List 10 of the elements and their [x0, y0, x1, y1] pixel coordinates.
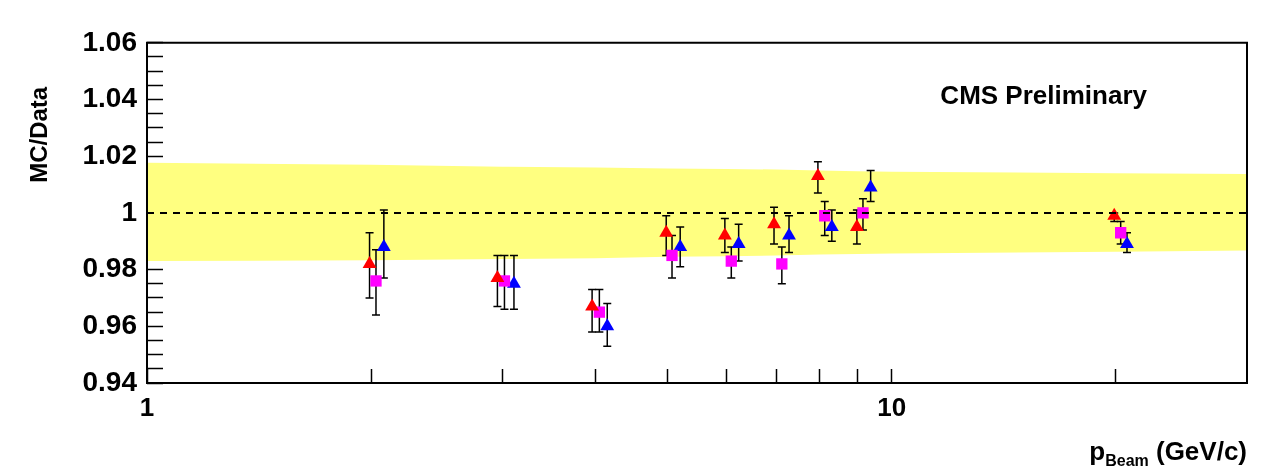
y-tick-label: 0.98 — [82, 252, 137, 284]
annotation: CMS Preliminary — [940, 79, 1148, 110]
y-axis-title: MC/Data — [24, 86, 52, 183]
y-tick-label: 1.04 — [82, 82, 138, 114]
y-tick-label: 0.96 — [82, 309, 137, 341]
x-tick-label: 10 — [877, 391, 907, 422]
y-tick-label: 1.06 — [82, 25, 137, 57]
y-tick-label: 1.02 — [82, 138, 137, 170]
y-tick-label: 1 — [121, 195, 137, 227]
y-tick-label: 0.94 — [82, 365, 138, 397]
